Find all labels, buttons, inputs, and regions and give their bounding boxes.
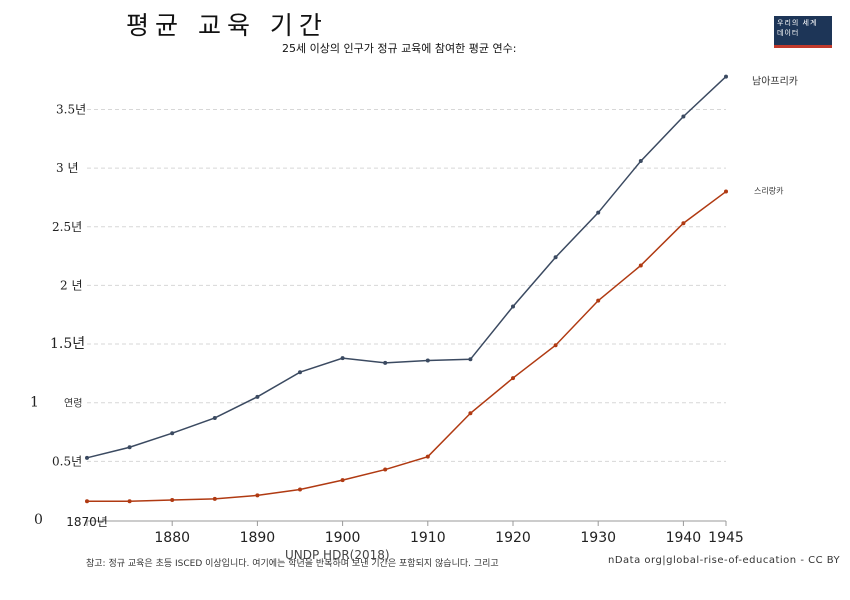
x-tick-label: 1880 <box>154 530 190 546</box>
data-point <box>638 159 643 164</box>
x-tick-label: 1870년 <box>66 515 108 529</box>
data-point <box>511 304 515 309</box>
series-lines <box>85 74 728 504</box>
y-tick-label: 2 년 <box>60 278 83 292</box>
data-point <box>170 431 175 436</box>
y-tick-label: 3.5년 <box>56 102 86 116</box>
data-point <box>681 114 686 119</box>
x-tick-label: 1910 <box>410 530 446 546</box>
logo-line-1: 우리의 세계 <box>777 19 818 27</box>
data-point <box>127 499 132 504</box>
chart-title: 평균 교육 기간 <box>126 11 328 40</box>
data-point <box>255 493 260 498</box>
data-point <box>425 358 430 363</box>
data-point <box>596 298 601 303</box>
x-axis: 1870년 1880 1890 1900 1910 1920 1930 1940 1945 <box>66 515 744 546</box>
data-point <box>298 487 302 492</box>
data-point <box>468 411 473 416</box>
chart-subtitle: 25세 이상의 인구가 정규 교육에 참여한 평균 연수: <box>282 42 517 55</box>
data-point <box>212 415 217 420</box>
data-point <box>383 467 388 472</box>
data-point <box>681 221 686 226</box>
license-link[interactable]: nData org|global-rise-of-education - CC … <box>608 555 841 566</box>
data-point <box>553 255 558 260</box>
data-point <box>638 263 643 268</box>
data-point <box>170 498 175 503</box>
series-line-1 <box>87 190 727 502</box>
data-point <box>127 445 132 450</box>
data-point <box>340 356 345 361</box>
data-point <box>724 74 728 79</box>
data-point <box>724 189 728 194</box>
x-tick-label: 1900 <box>325 530 361 546</box>
x-tick-label: 1930 <box>580 530 616 546</box>
x-tick-label: 1920 <box>495 530 531 546</box>
series-label: 스리랑카 <box>754 186 784 196</box>
y-tick-label: 1 <box>30 395 39 411</box>
footnote: 참고: 정규 교육은 초등 ISCED 이상입니다. 여기에는 학년을 반복하며… <box>86 559 499 569</box>
y-tick-label: 0 <box>34 512 43 528</box>
y-axis-annotation: 연령 <box>64 398 82 410</box>
y-tick-label: 3 년 <box>56 161 79 175</box>
series-line-0 <box>86 76 727 459</box>
data-point <box>596 210 601 215</box>
data-point <box>340 478 345 483</box>
data-point <box>85 499 89 504</box>
data-point <box>511 376 515 381</box>
logo-line-2: 데이터 <box>777 29 800 37</box>
data-point <box>298 370 302 375</box>
data-point <box>425 454 430 459</box>
series-label: 남아프리카 <box>752 76 798 88</box>
x-tick-label: 1890 <box>240 530 276 546</box>
x-tick-label: 1945 <box>708 530 744 546</box>
y-tick-label: 1.5년 <box>50 336 85 352</box>
data-point <box>383 360 388 365</box>
data-point <box>85 455 89 460</box>
data-point <box>212 496 217 501</box>
data-point <box>255 394 260 399</box>
data-point <box>553 343 558 348</box>
y-tick-label: 0.5년 <box>52 454 82 468</box>
source-text: UNDP HDR(2018) <box>285 548 390 562</box>
x-tick-label: 1940 <box>666 530 702 546</box>
y-tick-label: 2.5년 <box>52 220 82 234</box>
owid-logo[interactable]: 우리의 세계 데이터 <box>774 16 832 48</box>
gridlines <box>87 108 726 462</box>
data-point <box>468 357 473 362</box>
